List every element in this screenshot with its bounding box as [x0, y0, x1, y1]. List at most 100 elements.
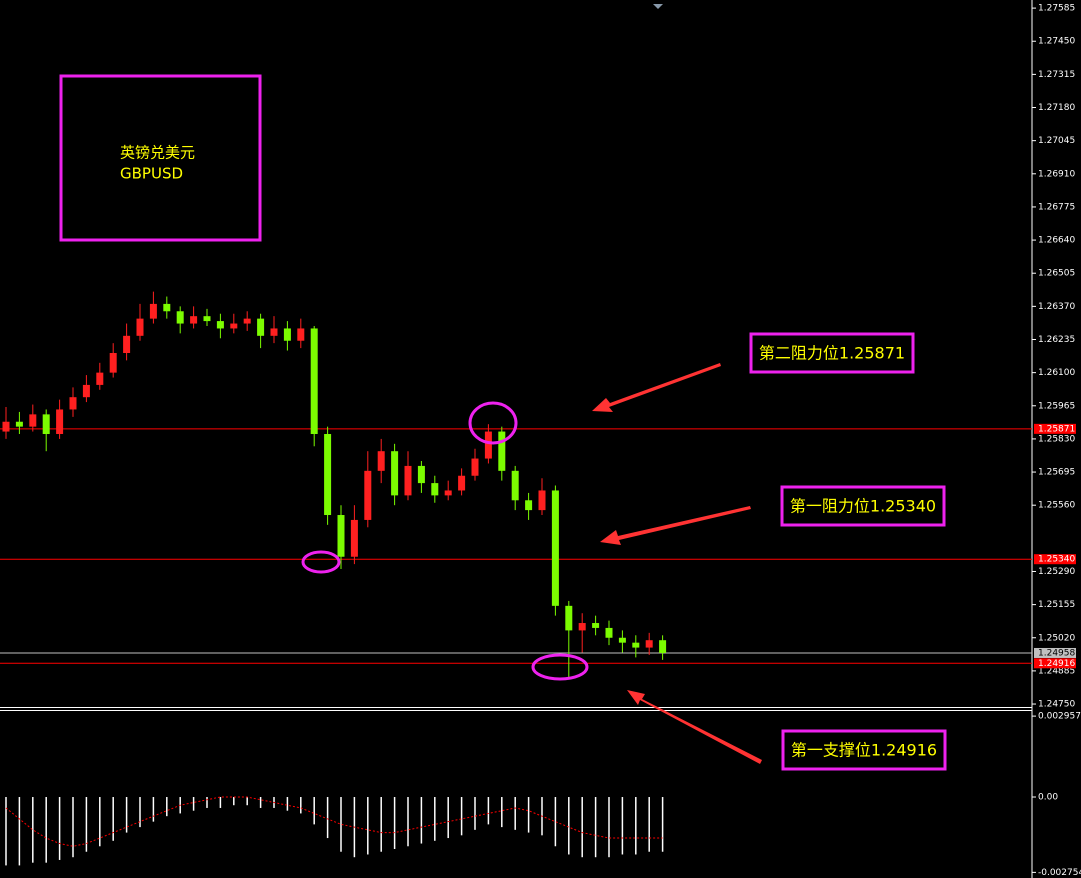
- price-level-tag: [1034, 554, 1076, 565]
- callout-text: 第二阻力位1.25871: [759, 344, 905, 363]
- highlight-circle: [301, 550, 341, 574]
- callout-text: 第一支撑位1.24916: [791, 741, 937, 760]
- candle-body: [364, 470, 372, 520]
- subtitle: GBPUSD: [120, 165, 183, 183]
- price-level-label: 1.24916: [1038, 659, 1075, 669]
- candle-body: [15, 421, 23, 427]
- candle-body: [136, 318, 144, 336]
- candle-body: [632, 642, 640, 648]
- candle-body: [190, 316, 198, 324]
- candle-body: [350, 519, 358, 557]
- candle-body: [458, 475, 466, 491]
- title-box: [59, 74, 262, 242]
- candle-body: [525, 500, 533, 511]
- price-level-tag: [1034, 658, 1076, 669]
- candle-body: [417, 465, 425, 484]
- y-tick-label: 1.24885: [1038, 666, 1075, 676]
- macd-tick-label: 0.002957: [1038, 712, 1081, 722]
- candle-body: [511, 470, 519, 501]
- candle-body: [659, 640, 667, 653]
- callout-text: 第一阻力位1.25340: [790, 497, 936, 516]
- y-tick-label: 1.25695: [1038, 468, 1075, 478]
- candle-body: [123, 335, 131, 353]
- y-tick-label: 1.27045: [1038, 136, 1075, 146]
- y-tick-label: 1.27180: [1038, 103, 1075, 113]
- shift-marker: [653, 4, 663, 9]
- candle-body: [404, 465, 412, 496]
- candle-body: [96, 372, 104, 385]
- arrow: [592, 363, 721, 412]
- candle-body: [324, 434, 332, 516]
- y-tick-label: 1.25560: [1038, 501, 1075, 511]
- candle-body: [216, 321, 224, 329]
- title: 英镑兑美元: [120, 144, 195, 162]
- price-level-label: 1.25340: [1038, 555, 1075, 565]
- candle-body: [42, 414, 50, 435]
- candle-body: [565, 605, 573, 631]
- highlight-circle: [468, 401, 518, 445]
- candle-body: [605, 627, 613, 638]
- y-tick-label: 1.27315: [1038, 70, 1075, 80]
- arrow: [627, 690, 762, 764]
- candle-body: [618, 637, 626, 643]
- callout-box: [749, 332, 915, 374]
- y-tick-label: 1.25155: [1038, 600, 1075, 610]
- macd-tick-label: 0.00: [1038, 793, 1058, 803]
- candle-body: [498, 431, 506, 471]
- candle-body: [109, 353, 117, 373]
- candle-body: [163, 303, 171, 312]
- macd-tick-label: -0.002754: [1038, 868, 1081, 878]
- candle-body: [82, 384, 90, 398]
- candle-body: [29, 414, 37, 427]
- highlight-circle: [531, 653, 589, 681]
- candle-body: [257, 318, 265, 336]
- y-tick-label: 1.27585: [1038, 4, 1075, 14]
- candle-body: [283, 328, 291, 341]
- y-tick-label: 1.25830: [1038, 434, 1075, 444]
- y-tick-label: 1.26505: [1038, 269, 1075, 279]
- candle-body: [243, 318, 251, 324]
- y-tick-label: 1.27450: [1038, 37, 1075, 47]
- callout-box: [780, 485, 946, 527]
- candle-body: [2, 421, 10, 432]
- candle-body: [203, 316, 211, 322]
- candle-body: [431, 483, 439, 496]
- candle-body: [578, 623, 586, 631]
- y-tick-label: 1.26640: [1038, 236, 1075, 246]
- candle-body: [645, 640, 653, 648]
- y-tick-label: 1.26235: [1038, 335, 1075, 345]
- y-tick-label: 1.26100: [1038, 368, 1075, 378]
- candle-body: [69, 397, 77, 410]
- candle-body: [471, 458, 479, 476]
- price-level-tag: [1034, 647, 1076, 658]
- candle-body: [377, 451, 385, 471]
- candle-body: [484, 431, 492, 459]
- candle-body: [230, 323, 238, 329]
- y-tick-label: 1.26370: [1038, 302, 1075, 312]
- candle-body: [270, 328, 278, 336]
- candle-body: [310, 328, 318, 435]
- y-tick-label: 1.26775: [1038, 202, 1075, 212]
- y-tick-label: 1.25020: [1038, 633, 1075, 643]
- candle-body: [592, 623, 600, 628]
- y-tick-label: 1.25965: [1038, 401, 1075, 411]
- candle-body: [337, 515, 345, 557]
- macd-signal: [5, 796, 663, 847]
- price-level-tag: [1034, 423, 1076, 434]
- arrow: [600, 506, 751, 545]
- candle-body: [551, 490, 559, 606]
- price-level-label: 1.24958: [1038, 648, 1075, 658]
- price-level-label: 1.25871: [1038, 424, 1075, 434]
- candle-body: [391, 451, 399, 496]
- candle-body: [149, 303, 157, 319]
- candle-body: [538, 490, 546, 511]
- candle-body: [444, 490, 452, 496]
- y-tick-label: 1.25290: [1038, 567, 1075, 577]
- y-tick-label: 1.26910: [1038, 169, 1075, 179]
- candle-body: [56, 409, 64, 435]
- candle-body: [297, 328, 305, 341]
- callout-box: [781, 729, 947, 771]
- y-tick-label: 1.24750: [1038, 700, 1075, 710]
